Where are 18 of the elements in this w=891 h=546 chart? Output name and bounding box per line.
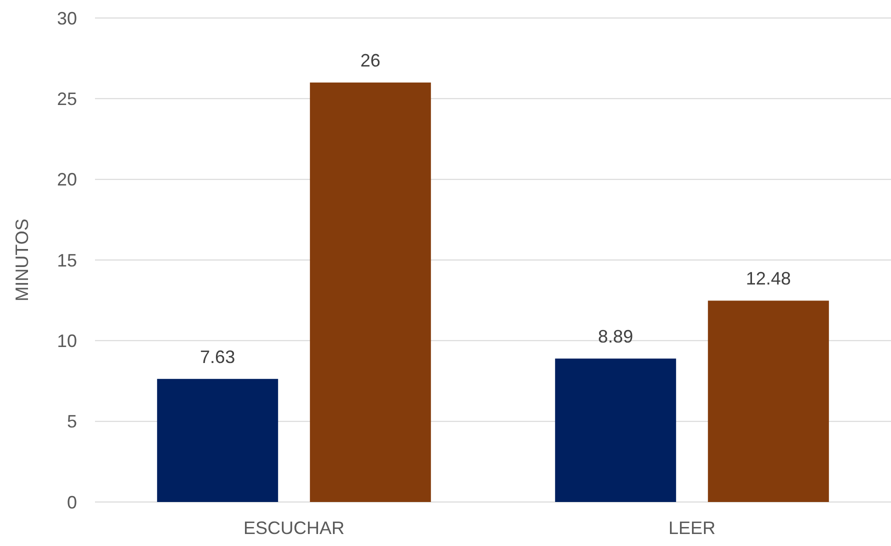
y-tick-label: 25 [56,88,77,109]
x-tick-label: LEER [668,518,716,538]
y-tick-label: 15 [56,250,77,270]
y-tick-label: 20 [56,170,77,190]
data-label: 26 [360,50,380,71]
y-axis-title: MINUTOS [12,218,32,302]
y-tick-label: 30 [56,8,77,28]
bar [310,82,431,502]
y-tick-label: 10 [56,330,77,351]
bar [157,378,278,502]
data-label: 8.89 [598,326,634,347]
x-tick-label: ESCUCHAR [243,518,345,538]
data-label: 12.48 [746,268,791,289]
bar [555,358,676,502]
data-label: 7.63 [200,346,236,367]
y-tick-label: 5 [66,412,77,432]
y-tick-label: 0 [66,492,77,512]
bar [708,300,829,502]
